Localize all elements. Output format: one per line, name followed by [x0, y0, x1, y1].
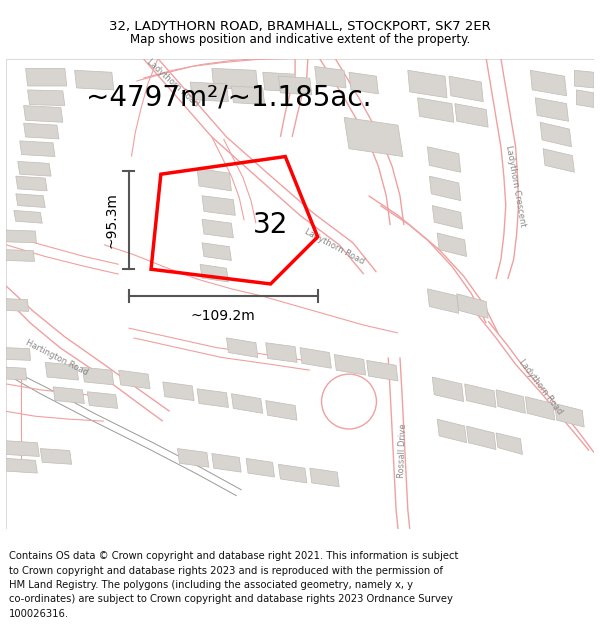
Text: ~109.2m: ~109.2m — [191, 309, 256, 323]
Polygon shape — [315, 66, 346, 88]
Polygon shape — [437, 419, 467, 442]
Polygon shape — [28, 90, 65, 106]
Text: Ladythorn Road: Ladythorn Road — [303, 227, 366, 266]
Polygon shape — [278, 76, 312, 95]
Polygon shape — [212, 68, 258, 90]
Polygon shape — [246, 458, 275, 477]
Polygon shape — [408, 70, 447, 98]
Polygon shape — [496, 390, 526, 413]
Polygon shape — [455, 104, 488, 127]
Polygon shape — [310, 468, 339, 487]
Polygon shape — [457, 294, 488, 318]
Polygon shape — [23, 123, 59, 139]
Polygon shape — [74, 70, 114, 90]
Polygon shape — [18, 161, 51, 176]
Text: ~4797m²/~1.185ac.: ~4797m²/~1.185ac. — [86, 84, 372, 112]
Polygon shape — [437, 233, 467, 256]
Polygon shape — [577, 90, 594, 108]
Polygon shape — [278, 464, 307, 483]
Text: Map shows position and indicative extent of the property.: Map shows position and indicative extent… — [130, 33, 470, 46]
Polygon shape — [300, 348, 331, 368]
Polygon shape — [526, 397, 555, 420]
Polygon shape — [178, 449, 209, 468]
Polygon shape — [543, 149, 574, 173]
Polygon shape — [433, 206, 463, 229]
Text: Ladythorn Crescent: Ladythorn Crescent — [504, 144, 527, 228]
Polygon shape — [574, 70, 594, 88]
Polygon shape — [202, 196, 235, 216]
Text: Hartington Road: Hartington Road — [24, 338, 89, 377]
Polygon shape — [163, 382, 194, 401]
Polygon shape — [227, 338, 258, 357]
Polygon shape — [540, 122, 571, 147]
Polygon shape — [16, 194, 45, 208]
Polygon shape — [53, 387, 85, 404]
Text: Contains OS data © Crown copyright and database right 2021. This information is : Contains OS data © Crown copyright and d… — [9, 551, 458, 561]
Text: 32: 32 — [253, 211, 288, 239]
Polygon shape — [344, 118, 403, 156]
Polygon shape — [14, 211, 42, 223]
Polygon shape — [190, 82, 229, 102]
Polygon shape — [555, 404, 584, 427]
Text: HM Land Registry. The polygons (including the associated geometry, namely x, y: HM Land Registry. The polygons (includin… — [9, 580, 413, 590]
Polygon shape — [82, 368, 114, 385]
Polygon shape — [16, 176, 47, 191]
Polygon shape — [200, 264, 229, 282]
Polygon shape — [496, 433, 523, 454]
Polygon shape — [20, 141, 55, 156]
Polygon shape — [232, 394, 263, 413]
Polygon shape — [202, 219, 233, 238]
Polygon shape — [449, 76, 483, 102]
Polygon shape — [367, 361, 398, 381]
Polygon shape — [212, 454, 241, 472]
Polygon shape — [6, 249, 34, 261]
Polygon shape — [266, 342, 297, 362]
Text: co-ordinates) are subject to Crown copyright and database rights 2023 Ordnance S: co-ordinates) are subject to Crown copyr… — [9, 594, 453, 604]
Polygon shape — [119, 370, 150, 389]
Polygon shape — [23, 106, 63, 122]
Text: to Crown copyright and database rights 2023 and is reproduced with the permissio: to Crown copyright and database rights 2… — [9, 566, 443, 576]
Polygon shape — [433, 377, 464, 401]
Polygon shape — [530, 70, 566, 96]
Text: Ladythorn Road: Ladythorn Road — [145, 58, 200, 109]
Polygon shape — [263, 72, 297, 92]
Polygon shape — [202, 242, 232, 261]
Polygon shape — [197, 168, 232, 191]
Polygon shape — [40, 449, 71, 464]
Polygon shape — [197, 389, 229, 408]
Polygon shape — [45, 362, 79, 380]
Polygon shape — [266, 401, 297, 420]
Polygon shape — [535, 98, 569, 121]
Polygon shape — [427, 289, 459, 313]
Text: Ladythorn Road: Ladythorn Road — [517, 357, 563, 416]
Polygon shape — [349, 72, 379, 94]
Polygon shape — [6, 348, 31, 361]
Polygon shape — [232, 86, 265, 104]
Polygon shape — [430, 176, 461, 201]
Polygon shape — [418, 98, 454, 122]
Text: ~95.3m: ~95.3m — [105, 192, 119, 248]
Polygon shape — [26, 68, 67, 86]
Polygon shape — [6, 299, 29, 311]
Polygon shape — [464, 384, 496, 408]
Text: 100026316.: 100026316. — [9, 609, 69, 619]
Polygon shape — [6, 441, 40, 456]
Polygon shape — [88, 392, 118, 408]
Polygon shape — [334, 354, 365, 375]
Polygon shape — [6, 230, 37, 242]
Text: Rossall Drive: Rossall Drive — [397, 423, 409, 478]
Polygon shape — [6, 458, 37, 473]
Polygon shape — [427, 147, 461, 173]
Text: 32, LADYTHORN ROAD, BRAMHALL, STOCKPORT, SK7 2ER: 32, LADYTHORN ROAD, BRAMHALL, STOCKPORT,… — [109, 21, 491, 33]
Polygon shape — [467, 426, 496, 449]
Polygon shape — [6, 368, 26, 380]
